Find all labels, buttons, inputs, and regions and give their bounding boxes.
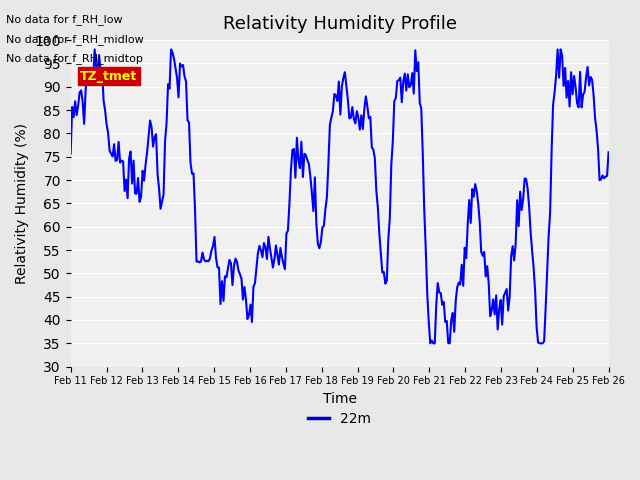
Legend: 22m: 22m: [303, 407, 376, 432]
Title: Relativity Humidity Profile: Relativity Humidity Profile: [223, 15, 456, 33]
Y-axis label: Relativity Humidity (%): Relativity Humidity (%): [15, 123, 29, 284]
X-axis label: Time: Time: [323, 392, 356, 406]
Text: No data for f_RH_low: No data for f_RH_low: [6, 14, 123, 25]
Text: TZ_tmet: TZ_tmet: [80, 70, 137, 83]
Text: No data for f_RH_midtop: No data for f_RH_midtop: [6, 53, 143, 64]
Text: No data for f_RH_midlow: No data for f_RH_midlow: [6, 34, 144, 45]
